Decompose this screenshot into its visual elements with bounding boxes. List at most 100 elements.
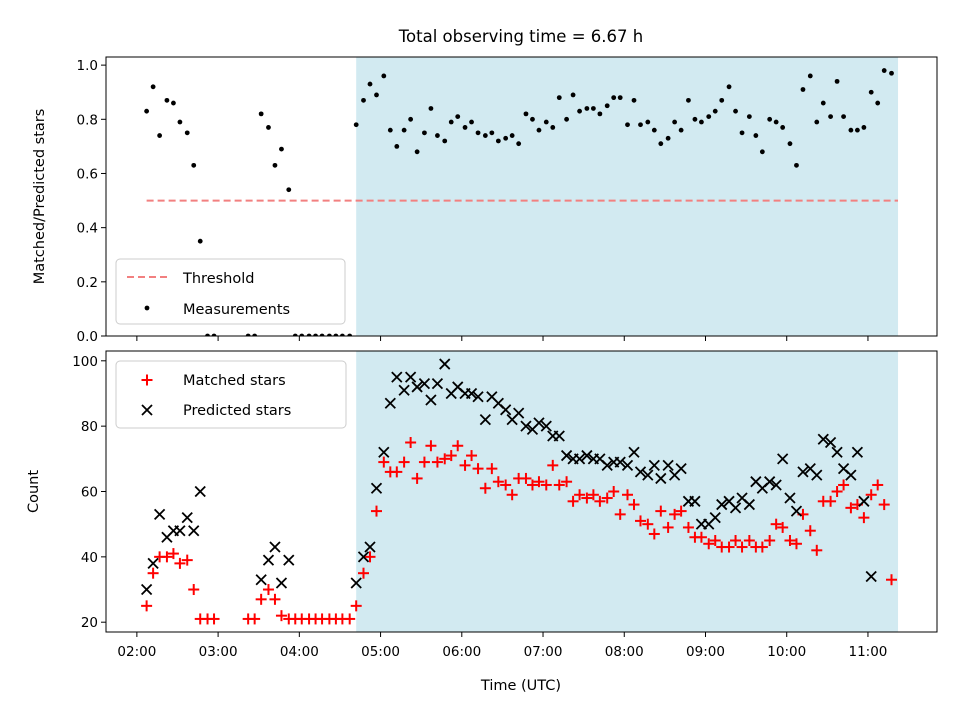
predicted-point (851, 446, 864, 458)
measurement-point (631, 97, 637, 103)
measurement-point (828, 114, 833, 119)
matched-point (350, 600, 362, 612)
matched-point (743, 535, 755, 547)
matched-point (533, 476, 545, 488)
predicted-point-stroke (581, 449, 593, 462)
measurement-point (326, 333, 332, 336)
predicted-point-stroke (404, 371, 417, 383)
measurement-point (319, 333, 325, 336)
matched-point (703, 538, 715, 550)
predicted-point-stroke (513, 407, 525, 419)
predicted-point (540, 420, 552, 432)
measurement-point (205, 333, 210, 336)
matched-point (614, 508, 626, 520)
matched-point (804, 525, 816, 537)
predicted-point-stroke (384, 397, 396, 409)
predicted-point-stroke (425, 394, 437, 406)
measurement-point (387, 127, 393, 133)
matched-point (540, 479, 552, 491)
predicted-point-stroke (378, 446, 390, 458)
matched-point (790, 538, 802, 550)
matched-point (723, 541, 735, 553)
predicted-point-stroke (472, 391, 484, 403)
measurement-point (841, 114, 846, 119)
predicted-point-stroke (642, 469, 654, 481)
measurement-point (361, 97, 366, 103)
predicted-point (729, 502, 742, 514)
measurement-point (794, 162, 799, 168)
predicted-point-stroke (439, 358, 451, 370)
predicted-point (628, 446, 640, 458)
measurement-point (807, 73, 813, 79)
matched-point (770, 518, 782, 530)
matched-point (845, 502, 857, 514)
predicted-point (831, 446, 843, 458)
predicted-point-stroke (648, 459, 660, 471)
measurement-point (258, 111, 264, 117)
predicted-point-stroke (675, 462, 687, 475)
predicted-point (255, 574, 267, 586)
matched-point (466, 450, 478, 462)
measurement-point (543, 119, 549, 125)
predicted-point (404, 371, 417, 383)
measurement-point (211, 333, 217, 336)
measurement-point (286, 187, 292, 193)
measurement-point (875, 100, 881, 106)
predicted-point (784, 492, 796, 504)
matched-point (411, 472, 423, 484)
measurement-point (787, 141, 793, 147)
predicted-point-stroke (370, 482, 383, 494)
legend-predicted-swatch-stroke (141, 404, 153, 416)
observing-window-shade (356, 57, 899, 336)
matched-point (872, 479, 884, 491)
predicted-point (425, 394, 437, 406)
predicted-point-stroke (723, 495, 735, 507)
x-tick-label: 10:00 (767, 644, 806, 660)
legend-measurement-swatch (144, 305, 150, 311)
matched-point (628, 499, 640, 511)
predicted-point (431, 378, 444, 390)
predicted-point-stroke (269, 541, 281, 553)
measurement-point (475, 130, 481, 136)
predicted-point-stroke (479, 413, 491, 426)
matched-point (838, 479, 850, 491)
predicted-point (709, 512, 721, 524)
x-tick-label: 11:00 (848, 644, 887, 660)
matched-point (167, 548, 179, 560)
predicted-point-stroke (411, 381, 423, 393)
measurement-point (184, 130, 190, 136)
predicted-point (283, 554, 295, 566)
predicted-point (811, 469, 823, 481)
predicted-point-stroke (817, 433, 829, 445)
measurement-point (868, 89, 874, 95)
legend-matched-swatch (141, 374, 153, 386)
x-tick-label: 05:00 (361, 644, 400, 660)
y-tick-label: 0.8 (77, 112, 98, 128)
legend-threshold-label: Threshold (182, 271, 254, 287)
measurement-point (800, 87, 806, 92)
measurement-point (374, 92, 379, 98)
matched-point (391, 466, 403, 478)
predicted-point (350, 577, 362, 589)
measurement-point (509, 133, 515, 138)
measurement-point (266, 125, 271, 130)
measurement-point (686, 97, 691, 103)
measurement-point (889, 70, 894, 76)
measurement-point (428, 106, 434, 111)
predicted-point-stroke (492, 397, 504, 409)
predicted-point (642, 469, 654, 481)
y-tick-label: 40 (81, 550, 98, 566)
predicted-point (370, 482, 383, 494)
measurement-point (733, 108, 738, 114)
matched-point (358, 567, 370, 579)
predicted-point (790, 505, 803, 517)
measurement-point (746, 114, 752, 119)
y-axis-label: Matched/Predicted stars (32, 109, 48, 285)
predicted-point-stroke (560, 449, 573, 462)
predicted-point (601, 459, 613, 471)
predicted-point-stroke (736, 492, 748, 504)
matched-point (825, 495, 837, 507)
matched-point (642, 518, 654, 530)
matched-point (431, 456, 443, 468)
measurement-point (408, 116, 414, 122)
